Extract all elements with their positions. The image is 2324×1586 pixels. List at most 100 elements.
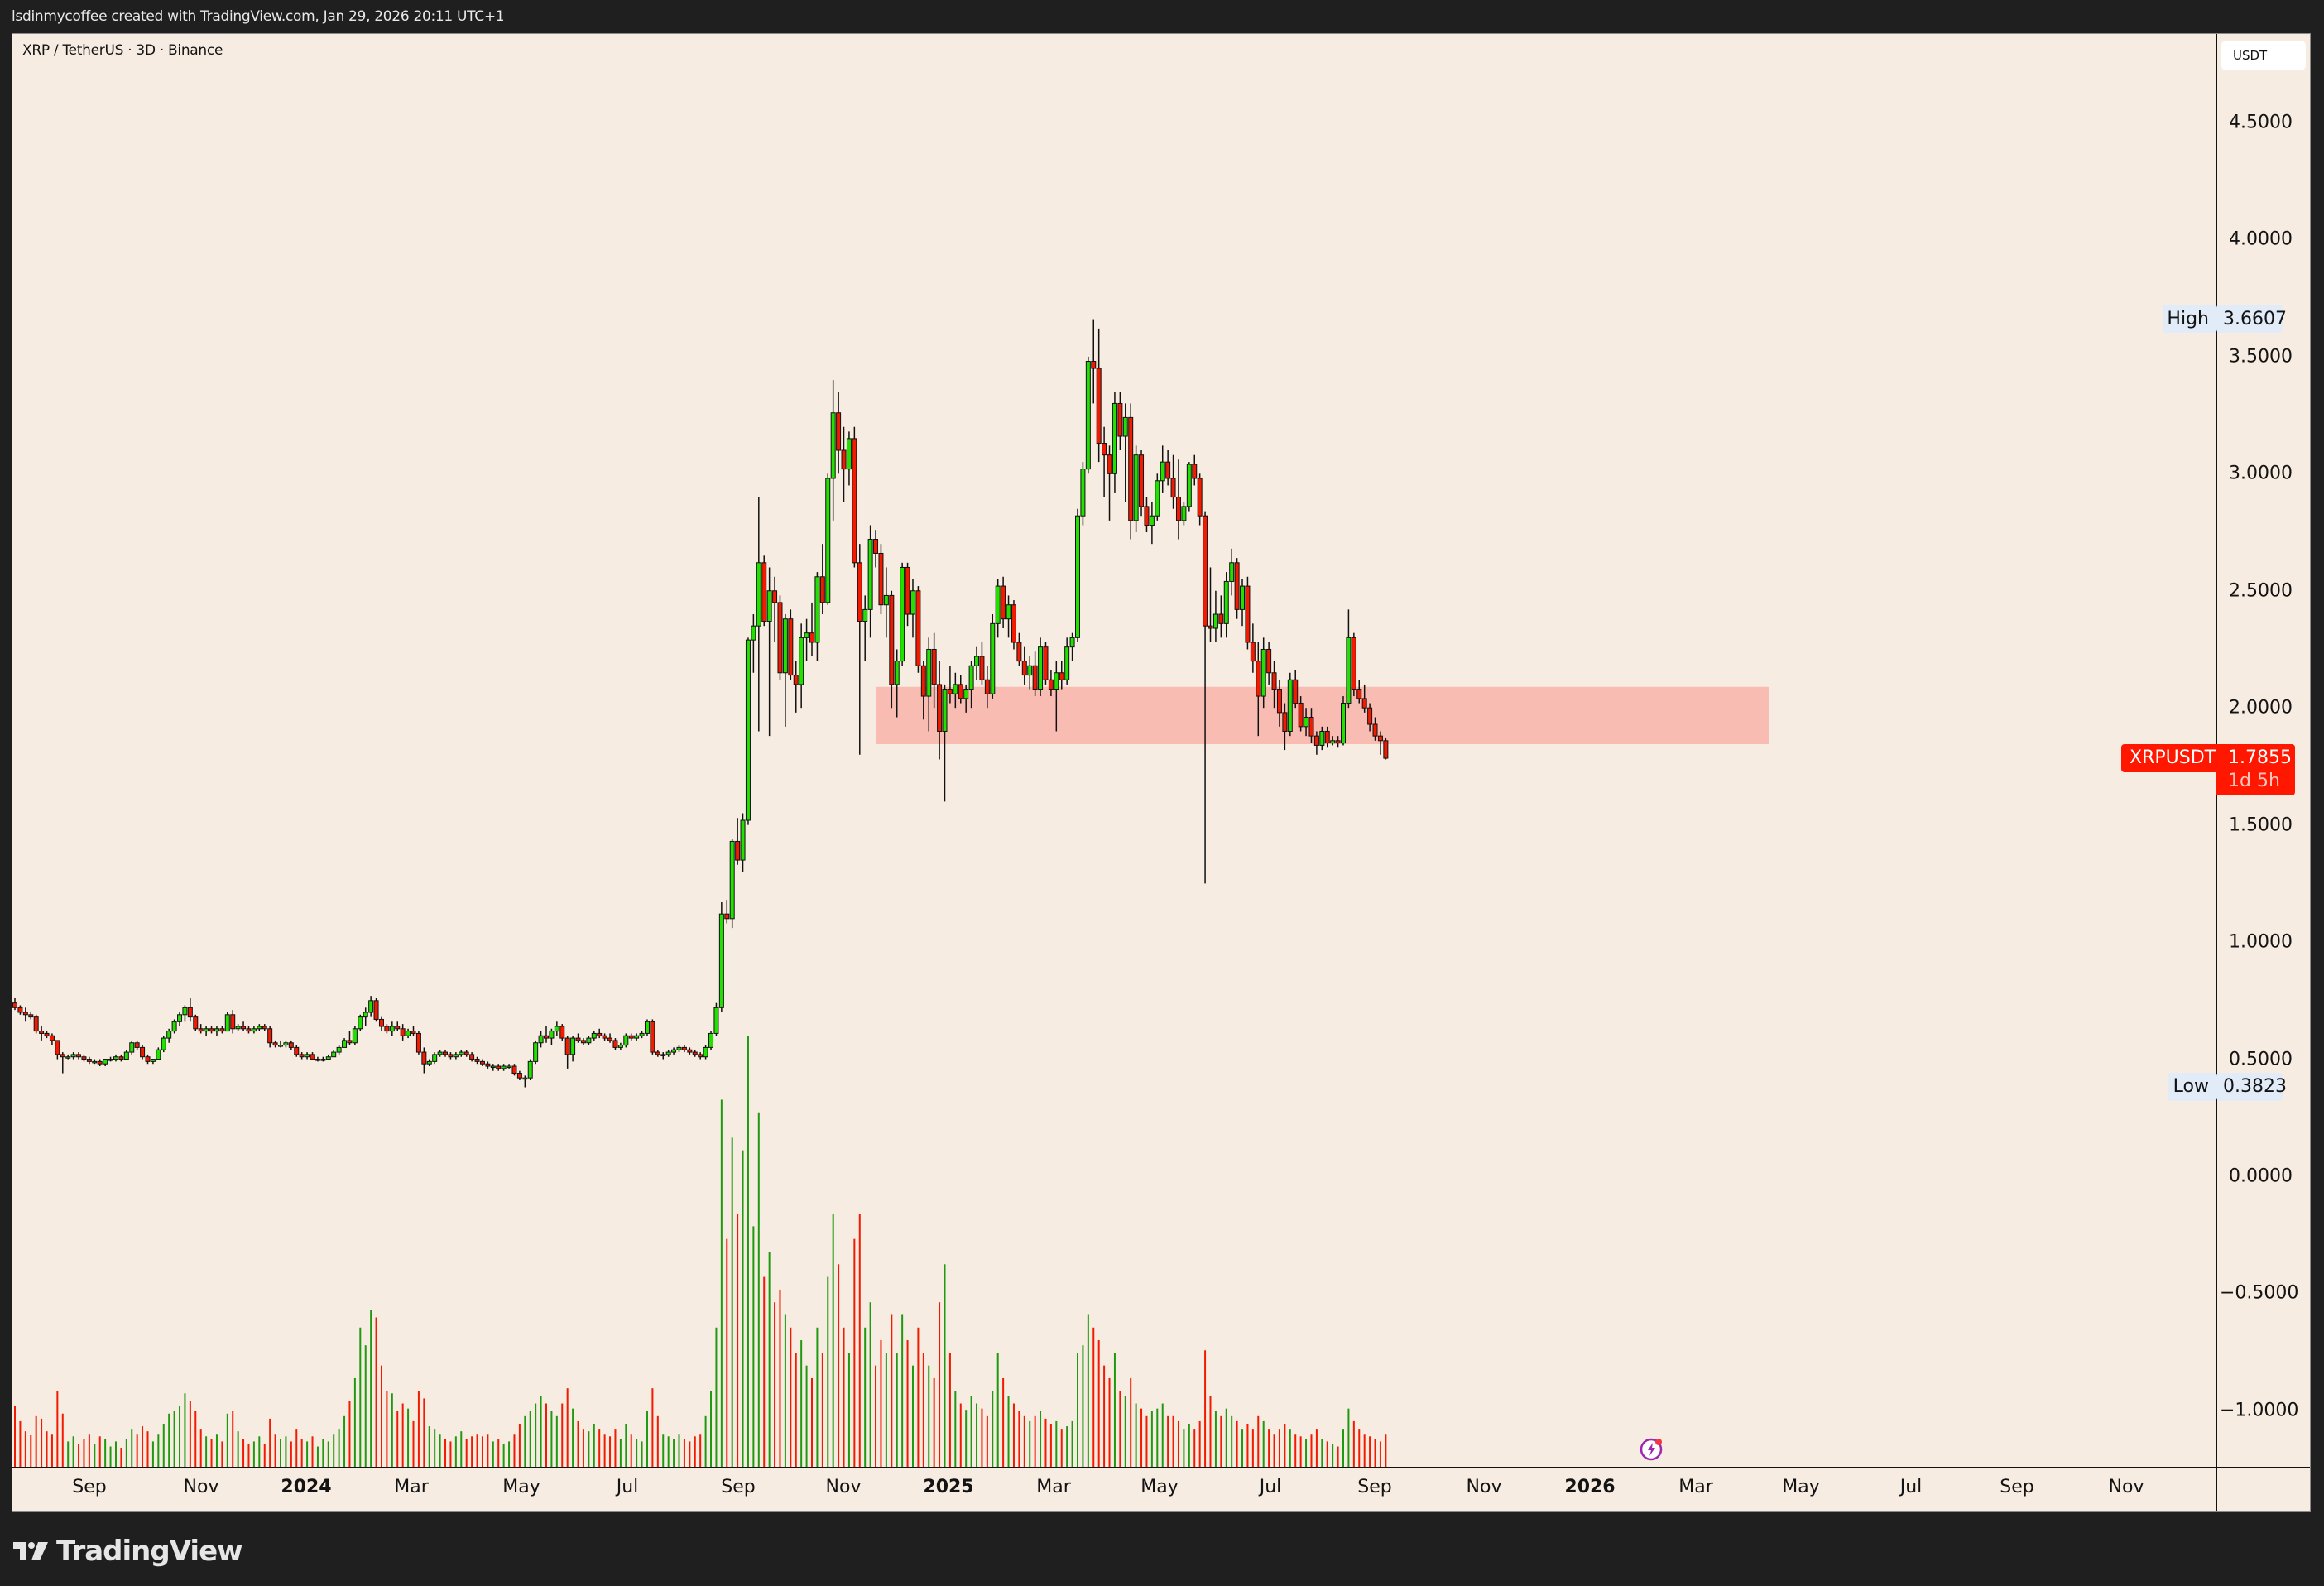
- candle-body: [278, 1045, 283, 1047]
- volume-bar: [444, 1439, 447, 1467]
- volume-bar: [215, 1434, 218, 1467]
- volume-bar: [513, 1434, 516, 1467]
- volume-bar: [19, 1420, 22, 1467]
- candle-body: [411, 1031, 416, 1034]
- volume-bar: [992, 1391, 994, 1467]
- candle-body: [729, 840, 735, 920]
- candle-body: [968, 665, 974, 690]
- candle-body: [294, 1046, 300, 1055]
- candle-body: [660, 1054, 666, 1056]
- volume-bar: [1225, 1408, 1227, 1467]
- volume-bar: [247, 1444, 250, 1467]
- candle-body: [511, 1065, 517, 1074]
- low-label-text: Low: [2173, 1076, 2209, 1098]
- volume-bar: [407, 1408, 410, 1467]
- volume-bar: [1332, 1444, 1334, 1467]
- volume-bar: [168, 1413, 170, 1467]
- candle-body: [947, 689, 953, 694]
- candle-body: [671, 1049, 677, 1053]
- volume-bar: [1145, 1415, 1148, 1467]
- volume-bar: [944, 1264, 946, 1467]
- volume-bar: [1358, 1429, 1361, 1467]
- volume-bar: [396, 1411, 399, 1467]
- time-axis-divider: [12, 1467, 2216, 1468]
- candle-body: [1139, 454, 1145, 507]
- candle-body: [224, 1014, 230, 1032]
- volume-bar: [965, 1410, 968, 1467]
- volume-bar: [588, 1431, 590, 1467]
- candle-body: [819, 576, 825, 603]
- volume-bar: [1385, 1434, 1387, 1467]
- volume-bar: [1055, 1420, 1058, 1467]
- price-volume-pane[interactable]: [12, 34, 2216, 1467]
- credit-text: lsdinmycoffee created with TradingView.c…: [12, 8, 505, 25]
- candle-body: [846, 438, 852, 470]
- candle-body: [288, 1042, 294, 1048]
- currency-selector[interactable]: USDT: [2221, 41, 2306, 70]
- volume-bar: [598, 1429, 601, 1467]
- chart-frame[interactable]: XRP / TetherUS · 3D · Binance USDT 4.500…: [12, 33, 2311, 1512]
- candle-body: [108, 1059, 113, 1061]
- candle-body: [1256, 661, 1261, 697]
- candle-body: [1144, 506, 1150, 526]
- candle-body: [485, 1063, 491, 1067]
- volume-bar: [348, 1401, 351, 1467]
- candle-body: [905, 566, 910, 615]
- volume-bar: [1241, 1429, 1244, 1467]
- candle-body: [92, 1060, 98, 1064]
- volume-bar: [1363, 1434, 1366, 1467]
- high-label: High: [2163, 305, 2216, 334]
- volume-bar: [157, 1434, 160, 1467]
- volume-bar: [811, 1377, 813, 1467]
- candle-body: [347, 1040, 353, 1044]
- candle-body: [76, 1054, 82, 1058]
- candle-body: [1372, 723, 1378, 737]
- time-tick: Sep: [72, 1477, 107, 1497]
- volume-bar: [316, 1446, 319, 1467]
- volume-bar: [274, 1434, 276, 1467]
- volume-bar: [1310, 1434, 1313, 1467]
- candle-body: [878, 552, 884, 606]
- candle-body: [1186, 464, 1192, 507]
- volume-bar: [502, 1444, 505, 1467]
- volume-bar: [619, 1439, 622, 1467]
- symbol-legend[interactable]: XRP / TetherUS · 3D · Binance: [22, 42, 223, 59]
- lightning-event-icon[interactable]: [1638, 1435, 1666, 1463]
- volume-bar: [630, 1434, 632, 1467]
- candle-body: [1038, 646, 1044, 690]
- candle-body: [953, 684, 958, 694]
- candle-body: [1181, 506, 1187, 521]
- candle-body: [1107, 454, 1112, 474]
- volume-bar: [221, 1441, 223, 1467]
- volume-bar: [1124, 1396, 1126, 1467]
- volume-bar: [1167, 1415, 1169, 1467]
- candle-body: [751, 625, 756, 641]
- volume-bar: [582, 1429, 584, 1467]
- candle-body: [857, 562, 862, 622]
- tradingview-logo[interactable]: TradingView: [13, 1535, 243, 1568]
- candle-body: [33, 1016, 39, 1032]
- candle-body: [463, 1051, 469, 1055]
- candle-body: [479, 1060, 485, 1065]
- candle-body: [1096, 368, 1102, 445]
- volume-bar: [901, 1314, 904, 1467]
- volume-bar: [146, 1431, 149, 1467]
- candle-body: [575, 1037, 581, 1041]
- volume-bar: [832, 1214, 834, 1467]
- candle-body: [809, 632, 814, 643]
- candle-body: [1346, 637, 1352, 704]
- volume-bar: [306, 1441, 309, 1467]
- candle-body: [958, 684, 963, 699]
- low-label: Low: [2168, 1072, 2216, 1101]
- candle-body: [830, 412, 836, 479]
- volume-bar: [72, 1436, 74, 1467]
- volume-bar: [911, 1365, 914, 1467]
- volume-bar: [1236, 1420, 1238, 1467]
- volume-bar: [726, 1238, 728, 1467]
- candle-body: [55, 1040, 60, 1055]
- candle-body: [963, 689, 969, 699]
- candle-body: [570, 1037, 576, 1055]
- volume-bar: [577, 1420, 579, 1467]
- candle-body: [1133, 454, 1139, 521]
- candle-body: [1361, 698, 1367, 709]
